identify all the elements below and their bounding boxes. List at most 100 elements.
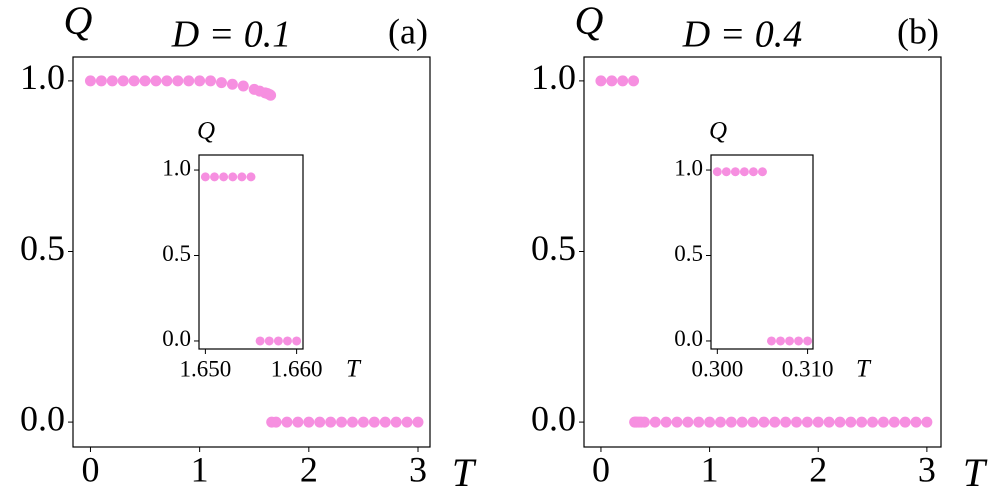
data-point xyxy=(128,75,140,87)
data-point xyxy=(346,416,358,428)
data-point xyxy=(739,167,749,177)
data-point xyxy=(693,416,705,428)
x-tick-label: 0 xyxy=(81,449,99,489)
data-point xyxy=(401,416,413,428)
data-point xyxy=(845,416,857,428)
data-point xyxy=(766,336,776,346)
x-tick-label: 1.660 xyxy=(271,356,323,381)
data-point xyxy=(281,416,293,428)
data-point xyxy=(139,75,151,87)
data-point xyxy=(606,75,618,87)
data-point xyxy=(910,416,922,428)
data-point xyxy=(273,336,283,346)
data-point xyxy=(803,336,813,346)
data-point xyxy=(264,336,274,346)
x-tick-label: 2 xyxy=(300,449,318,489)
data-point xyxy=(801,416,813,428)
y-tick-label: 1.0 xyxy=(162,155,191,180)
data-point xyxy=(237,80,249,92)
data-point xyxy=(368,416,380,428)
data-point xyxy=(791,416,803,428)
y-axis-label: Q xyxy=(709,118,727,145)
data-point xyxy=(757,167,767,177)
x-tick-label: 0 xyxy=(592,449,610,489)
data-point xyxy=(117,75,129,87)
data-point xyxy=(834,416,846,428)
data-point xyxy=(712,167,722,177)
data-point xyxy=(856,416,868,428)
data-point xyxy=(823,416,835,428)
x-tick-label: 1 xyxy=(191,449,209,489)
x-tick-label: 1.650 xyxy=(180,356,232,381)
data-point xyxy=(617,75,629,87)
x-axis-label: T xyxy=(346,356,362,383)
data-point xyxy=(357,416,369,428)
data-point xyxy=(292,416,304,428)
data-point xyxy=(682,416,694,428)
data-point xyxy=(725,416,737,428)
data-point xyxy=(758,416,770,428)
y-tick-label: 0.0 xyxy=(162,326,191,351)
y-tick-label: 0.5 xyxy=(20,228,65,268)
y-tick-label: 0.0 xyxy=(531,398,576,438)
x-tick-label: 1 xyxy=(701,449,719,489)
data-point xyxy=(161,75,173,87)
data-point xyxy=(785,336,795,346)
data-point xyxy=(899,416,911,428)
plot-frame xyxy=(198,154,304,350)
data-point xyxy=(265,89,277,101)
data-point xyxy=(303,416,315,428)
data-point xyxy=(812,416,824,428)
data-point xyxy=(95,75,107,87)
data-point xyxy=(736,416,748,428)
data-point xyxy=(704,416,716,428)
chart-title: D = 0.4 xyxy=(682,14,803,56)
y-axis-label: Q xyxy=(197,118,215,145)
y-axis-label: Q xyxy=(64,0,93,43)
y-tick-label: 0.5 xyxy=(674,241,703,266)
data-point xyxy=(747,416,759,428)
data-point xyxy=(282,336,292,346)
data-point xyxy=(106,75,118,87)
y-tick-label: 0.0 xyxy=(674,326,703,351)
x-tick-label: 0.300 xyxy=(691,356,743,381)
data-point xyxy=(228,172,238,182)
data-point xyxy=(246,172,256,182)
data-point xyxy=(379,416,391,428)
panel-label: (b) xyxy=(897,11,939,51)
data-point xyxy=(769,416,781,428)
y-axis-label: Q xyxy=(575,0,604,43)
data-point xyxy=(714,416,726,428)
data-point xyxy=(150,75,162,87)
y-tick-label: 1.0 xyxy=(20,57,65,97)
data-point xyxy=(292,336,302,346)
data-point xyxy=(226,78,238,90)
x-tick-label: 3 xyxy=(918,449,936,489)
data-point xyxy=(84,75,96,87)
data-point xyxy=(325,416,337,428)
data-point xyxy=(194,75,206,87)
data-point xyxy=(638,416,650,428)
y-tick-label: 0.5 xyxy=(162,241,191,266)
y-tick-label: 1.0 xyxy=(531,57,576,97)
data-point xyxy=(721,167,731,177)
data-point xyxy=(205,75,217,87)
data-point xyxy=(867,416,879,428)
data-point xyxy=(748,167,758,177)
data-point xyxy=(649,416,661,428)
panel-label: (a) xyxy=(388,11,428,51)
x-tick-label: 3 xyxy=(409,449,427,489)
plot-frame xyxy=(710,154,814,350)
y-tick-label: 1.0 xyxy=(674,155,703,180)
data-point xyxy=(200,172,210,182)
data-point xyxy=(270,416,282,428)
data-point xyxy=(921,416,933,428)
x-tick-label: 2 xyxy=(809,449,827,489)
data-point xyxy=(671,416,683,428)
x-axis-label: T xyxy=(856,356,872,383)
data-point xyxy=(877,416,889,428)
x-tick-label: 0.310 xyxy=(782,356,834,381)
data-point xyxy=(660,416,672,428)
chart-title: D = 0.1 xyxy=(171,14,292,56)
